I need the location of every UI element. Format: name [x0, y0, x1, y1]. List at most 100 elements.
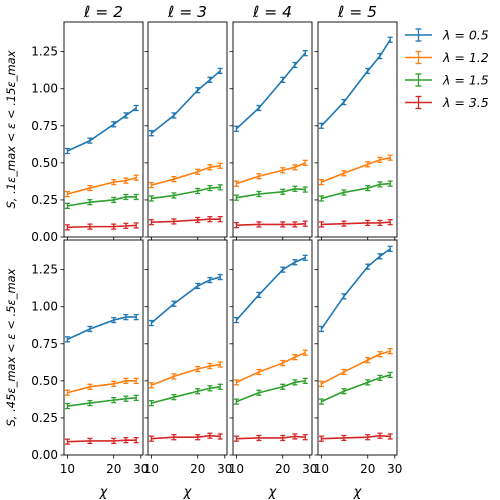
data-point: [387, 348, 393, 355]
column-title: ℓ = 4: [252, 3, 292, 21]
data-point: [195, 187, 201, 195]
data-point: [365, 356, 371, 364]
data-point: [256, 173, 262, 180]
legend-item: λ = 3.5: [405, 95, 489, 110]
data-point: [302, 434, 308, 441]
data-point: [292, 221, 298, 228]
y-axis-label: S, .45ε_max < ε < .5ε_max: [4, 268, 18, 426]
data-point: [64, 202, 70, 210]
legend: λ = 0.5 λ = 1.2 λ = 1.5 λ = 3.5: [405, 28, 489, 110]
data-point: [123, 177, 129, 184]
data-point: [280, 167, 286, 174]
y-axis-label: S, .1ε_max < ε < .15ε_max: [4, 50, 18, 208]
data-point: [123, 437, 129, 444]
panel-r0-c2: ℓ = 4: [229, 3, 313, 241]
x-tick-label: 30: [302, 462, 317, 476]
data-point: [256, 221, 262, 228]
data-point: [217, 383, 223, 390]
x-tick-label: 20: [275, 462, 290, 476]
data-point: [217, 273, 223, 281]
y-tick-label: 0.50: [31, 156, 58, 170]
data-point: [217, 216, 223, 223]
data-point: [387, 219, 393, 226]
data-point: [377, 52, 383, 60]
data-point: [256, 291, 262, 299]
panel-frame: [317, 21, 398, 238]
data-point: [341, 293, 347, 300]
panel-r0-c0: 0.00 0.25 0.50 0.75 1.00 1.25 ℓ = 2: [31, 3, 144, 244]
data-point: [148, 399, 154, 407]
y-tick-label: 1.25: [31, 45, 58, 59]
panel-frame: [317, 239, 398, 456]
data-point: [87, 199, 93, 206]
x-axis-label: χ: [353, 485, 363, 500]
data-point: [302, 377, 308, 385]
data-point: [207, 276, 213, 284]
column-title: ℓ = 5: [337, 3, 377, 21]
data-point: [387, 433, 393, 440]
data-point: [302, 220, 308, 227]
data-point: [64, 147, 70, 155]
data-point: [318, 195, 324, 202]
data-point: [207, 385, 213, 392]
data-point: [111, 223, 117, 230]
x-tick-label: 30: [217, 462, 232, 476]
data-point: [365, 379, 371, 386]
data-point: [64, 336, 70, 343]
legend-label: λ = 0.5: [442, 28, 489, 43]
data-point: [341, 189, 347, 196]
data-point: [133, 377, 139, 385]
data-point: [64, 438, 70, 445]
data-point: [171, 300, 177, 307]
data-point: [111, 396, 117, 404]
data-point: [111, 196, 117, 204]
series-line-lambda-0.5: [235, 257, 306, 321]
data-point: [387, 154, 393, 161]
data-point: [377, 253, 383, 260]
legend-item: λ = 0.5: [405, 28, 489, 43]
panel-r1-c1: 10 20 30 χ: [144, 239, 232, 500]
data-point: [171, 394, 177, 401]
data-point: [256, 434, 262, 442]
panel-r1-c3: 10 20 30 χ: [314, 239, 402, 500]
data-point: [87, 437, 93, 445]
data-point: [87, 184, 93, 192]
data-point: [377, 219, 383, 227]
panel-r0-c3: ℓ = 5: [314, 3, 398, 241]
y-tick-label: 1.00: [31, 300, 58, 314]
panel-frame: [63, 21, 144, 238]
data-point: [280, 188, 286, 195]
data-point: [387, 180, 393, 187]
data-point: [148, 435, 154, 442]
data-point: [171, 434, 177, 441]
data-point: [195, 388, 201, 395]
data-point: [123, 112, 129, 119]
data-point: [256, 190, 262, 198]
panel-frame: [232, 21, 313, 238]
data-point: [111, 121, 117, 128]
data-point: [207, 184, 213, 192]
data-point: [207, 76, 213, 83]
data-point: [233, 180, 239, 187]
data-point: [64, 190, 70, 198]
data-point: [387, 36, 393, 43]
data-point: [318, 398, 324, 405]
data-point: [207, 216, 213, 223]
data-point: [195, 87, 201, 94]
data-point: [256, 104, 262, 112]
data-point: [365, 219, 371, 227]
data-point: [302, 49, 308, 57]
panel-frame: [63, 239, 144, 456]
x-tick-label: 20: [106, 462, 121, 476]
data-point: [207, 362, 213, 370]
data-point: [148, 130, 154, 137]
y-tick-label: 0.25: [31, 193, 58, 207]
data-point: [365, 434, 371, 441]
data-point: [302, 186, 308, 193]
data-point: [365, 184, 371, 192]
data-point: [233, 194, 239, 201]
y-tick-label: 0.25: [31, 411, 58, 425]
data-point: [280, 76, 286, 83]
legend-label: λ = 1.5: [442, 73, 489, 88]
data-point: [292, 164, 298, 171]
